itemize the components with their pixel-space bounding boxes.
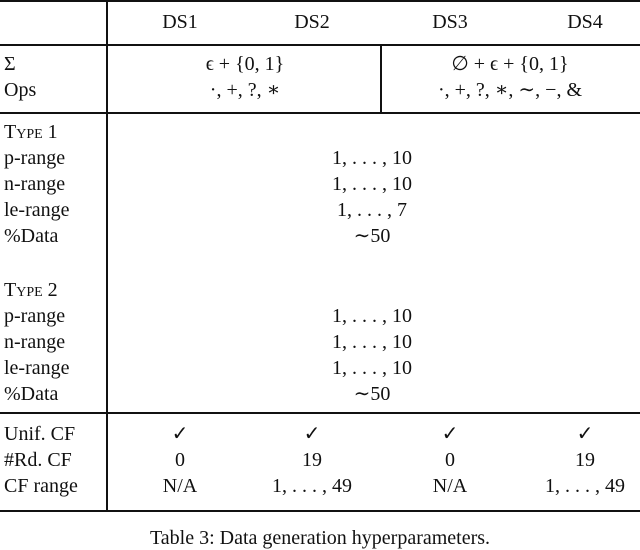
type2-p-range: 1, . . . , 10 [332, 305, 412, 327]
rd-cf-ds2: 19 [302, 449, 322, 471]
type2-title: Type 2 [4, 279, 58, 301]
rd-cf-ds3: 0 [445, 449, 455, 471]
cf-range-ds3: N/A [432, 475, 468, 497]
row-label-sigma: Σ [4, 53, 16, 75]
header-rule [0, 44, 640, 46]
data-table: DS1 DS2 DS3 DS4 Σ Ops ϵ + {0, 1} ·, +, ?… [0, 0, 640, 512]
sigma-ds12: ϵ + {0, 1} [205, 53, 285, 75]
type2-label-le-range: le-range [4, 357, 70, 379]
col-header-ds1: DS1 [162, 11, 198, 33]
table-caption: Table 3: Data generation hyperparameters… [149, 527, 491, 549]
col-header-ds4: DS4 [567, 11, 603, 33]
sigma-ds34: ∅ + ϵ + {0, 1} [451, 53, 569, 75]
ops-divider [380, 44, 382, 112]
type2-label-data: %Data [4, 383, 59, 405]
unif-cf-ds3: ✓ [441, 423, 459, 445]
type1-p-range: 1, . . . , 10 [332, 147, 412, 169]
cf-range-ds2: 1, . . . , 49 [272, 475, 352, 497]
ops-ds34: ·, +, ?, ∗, ∼, −, & [437, 79, 583, 101]
col-header-ds3: DS3 [432, 11, 468, 33]
type1-label-p-range: p-range [4, 147, 66, 169]
row-label-ops: Ops [4, 79, 37, 101]
row-label-rd-cf: #Rd. CF [4, 449, 72, 471]
type1-data: ∼50 [353, 225, 391, 247]
type1-label-le-range: le-range [4, 199, 70, 221]
unif-cf-ds4: ✓ [576, 423, 594, 445]
cf-range-ds4: 1, . . . , 49 [545, 475, 625, 497]
type1-label-data: %Data [4, 225, 59, 247]
type2-n-range: 1, . . . , 10 [332, 331, 412, 353]
col-header-ds2: DS2 [294, 11, 330, 33]
type1-le-range: 1, . . . , 7 [337, 199, 407, 221]
type2-rule [0, 412, 640, 414]
type2-data: ∼50 [353, 383, 391, 405]
type1-label-n-range: n-range [4, 173, 66, 195]
cf-range-ds1: N/A [162, 475, 198, 497]
top-rule [0, 0, 640, 2]
unif-cf-ds2: ✓ [303, 423, 321, 445]
bottom-rule [0, 510, 640, 512]
type2-label-p-range: p-range [4, 305, 66, 327]
unif-cf-ds1: ✓ [171, 423, 189, 445]
rd-cf-ds1: 0 [175, 449, 185, 471]
rd-cf-ds4: 19 [575, 449, 595, 471]
ops-ds12: ·, +, ?, ∗ [209, 79, 281, 101]
row-label-cf-range: CF range [4, 475, 78, 497]
type2-label-n-range: n-range [4, 331, 66, 353]
type2-le-range: 1, . . . , 10 [332, 357, 412, 379]
label-divider [106, 0, 108, 510]
row-label-unif-cf: Unif. CF [4, 423, 76, 445]
type1-n-range: 1, . . . , 10 [332, 173, 412, 195]
ops-rule [0, 112, 640, 114]
type1-title: Type 1 [4, 121, 58, 143]
